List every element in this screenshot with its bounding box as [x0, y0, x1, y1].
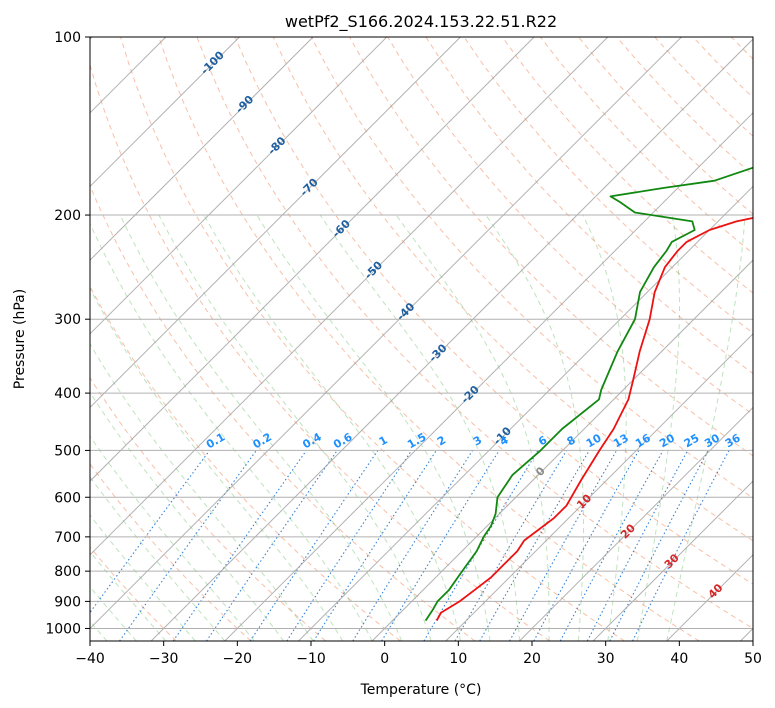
- x-tick-label: −30: [149, 651, 179, 667]
- moist-adiabat: [90, 342, 314, 641]
- moist-adiabat: [90, 476, 226, 641]
- moist-adiabat: [90, 287, 344, 641]
- isotherm: [90, 37, 682, 630]
- isotherm: [150, 38, 753, 641]
- isotherm: [592, 480, 753, 641]
- dry-adiabat: [90, 463, 252, 641]
- y-tick-label: 600: [54, 490, 81, 506]
- chart-title: wetPf2_S166.2024.153.22.51.R22: [285, 12, 557, 32]
- y-tick-label: 400: [54, 386, 81, 402]
- mixing-ratio-line: [559, 450, 664, 641]
- profiles: [424, 166, 753, 622]
- dry-adiabat: [120, 37, 625, 641]
- moist-adiabat: [485, 214, 584, 641]
- mixing-ratio-line: [632, 450, 730, 641]
- isotherm: [371, 259, 753, 641]
- moist-adiabat: [203, 214, 461, 641]
- mixing-ratio-line: [313, 450, 437, 641]
- y-tick-label: 500: [54, 443, 81, 459]
- axes: −40 −30 −20 −10 0 10 20 30 40 50 100 200 300 400 500 60…: [45, 30, 762, 667]
- isotherm: [445, 333, 753, 641]
- isotherm: [90, 37, 240, 188]
- moist-adiabat: [90, 391, 285, 641]
- x-tick-label: −10: [296, 651, 326, 667]
- isotherm: [519, 406, 753, 641]
- dry-adiabat: [196, 37, 753, 630]
- dry-adiabat: [90, 546, 177, 641]
- temperature-profile-line: [435, 216, 753, 622]
- mixing-ratio-line: [381, 450, 500, 641]
- dry-adiabat: [90, 63, 551, 641]
- x-tick-label: 0: [380, 651, 389, 667]
- y-tick-label: 800: [54, 564, 81, 580]
- x-axis-label: Temperature (°C): [360, 682, 482, 698]
- moist-adiabat: [256, 214, 491, 641]
- plot-frame: [89, 36, 754, 642]
- mixing-ratio-line: [509, 450, 618, 641]
- y-tick-label: 200: [54, 208, 81, 224]
- x-tick-label: 50: [744, 651, 762, 667]
- moist-adiabat: [582, 214, 627, 641]
- isotherm: [90, 37, 461, 409]
- x-tick-label: 20: [523, 651, 541, 667]
- dry-adiabat: [90, 184, 476, 641]
- moist-adiabat: [666, 214, 746, 641]
- isotherm: [90, 37, 535, 482]
- moist-adiabat: [119, 214, 403, 641]
- y-tick-label: 100: [54, 30, 81, 46]
- x-tick-label: −40: [75, 651, 105, 667]
- moist-adiabat: [90, 550, 167, 641]
- isotherm: [90, 37, 314, 261]
- x-tick-label: 30: [597, 651, 615, 667]
- y-tick-label: 900: [54, 594, 81, 610]
- x-tick-label: 40: [670, 651, 688, 667]
- isotherm: [224, 112, 753, 641]
- moist-adiabat: [90, 514, 196, 641]
- mixing-ratio-line: [172, 450, 307, 641]
- mixing-ratio-line: [249, 450, 379, 641]
- dewpoint-profile-line: [424, 166, 753, 622]
- moist-adiabat: [90, 435, 255, 641]
- dry-adiabat: [90, 376, 327, 641]
- y-axis-label: Pressure (hPa): [12, 289, 28, 389]
- moist-adiabat: [158, 214, 432, 641]
- isotherm: [298, 185, 753, 641]
- moist-adiabat: [90, 586, 137, 641]
- plot-background-lines: [90, 37, 753, 641]
- mixing-ratio-line: [533, 450, 640, 641]
- isotherm: [90, 37, 609, 556]
- dry-adiabat: [158, 37, 700, 641]
- dry-adiabat: [234, 37, 753, 585]
- mixing-ratio-line: [205, 450, 338, 641]
- y-tick-label: 700: [54, 530, 81, 546]
- moist-adiabat: [319, 214, 520, 641]
- isotherm: [90, 37, 388, 335]
- dry-adiabat: [387, 37, 753, 416]
- mixing-ratio-line: [90, 450, 211, 614]
- mixing-ratio-line: [286, 450, 413, 641]
- x-tick-label: −20: [223, 651, 253, 667]
- moist-adiabat: [395, 214, 550, 641]
- x-tick-label: 10: [449, 651, 467, 667]
- dry-adiabat: [501, 37, 753, 294]
- moist-adiabat: [636, 214, 680, 641]
- y-tick-label: 300: [54, 312, 81, 328]
- y-tick-label: 1000: [45, 621, 81, 637]
